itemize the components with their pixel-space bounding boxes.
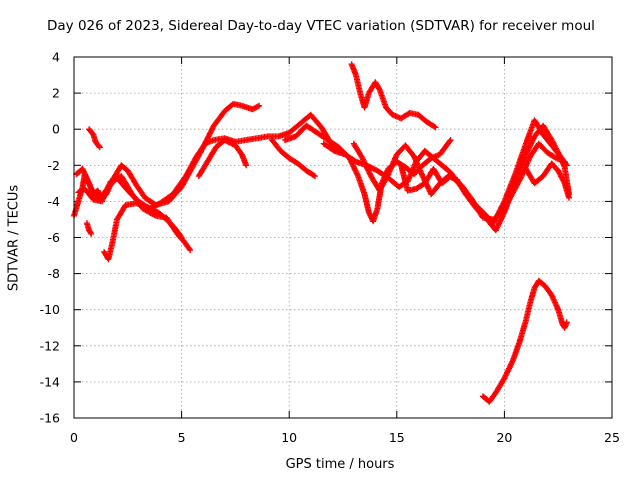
- y-tick-label: -6: [48, 230, 61, 245]
- data-point: [360, 157, 367, 164]
- y-tick-label: 0: [52, 122, 60, 137]
- series-track-11: [348, 61, 439, 131]
- data-point: [177, 233, 184, 240]
- data-points: [71, 61, 572, 405]
- data-point: [431, 123, 438, 130]
- data-point: [96, 143, 102, 150]
- plot-frame: [73, 56, 613, 419]
- series-track-5: [83, 220, 95, 237]
- y-tick-label: -12: [40, 338, 60, 353]
- x-tick-label: 5: [178, 430, 186, 445]
- data-point: [208, 128, 215, 134]
- grid-lines: [74, 57, 612, 418]
- y-tick-label: -2: [48, 158, 60, 173]
- y-tick-label: -4: [48, 194, 61, 209]
- data-point: [96, 144, 103, 151]
- x-axis-label: GPS time / hours: [285, 457, 395, 472]
- y-tick-label: 2: [52, 86, 60, 101]
- data-point: [186, 245, 193, 252]
- data-point: [446, 138, 453, 145]
- data-point: [432, 124, 439, 131]
- series-track-9: [281, 122, 454, 225]
- y-axis-label: SDTVAR / TECUs: [6, 184, 22, 292]
- data-point: [375, 85, 382, 92]
- data-point: [566, 194, 572, 201]
- data-point: [370, 165, 377, 172]
- series-track-14: [522, 160, 572, 201]
- data-point: [88, 230, 95, 237]
- x-tick-label: 10: [281, 430, 297, 445]
- x-tick-label: 0: [70, 430, 78, 445]
- data-point: [526, 143, 533, 150]
- data-point: [312, 173, 318, 180]
- chart-title: Day 026 of 2023, Sidereal Day-to-day VTE…: [47, 18, 595, 34]
- series-track-4: [101, 200, 185, 263]
- data-point: [563, 319, 570, 326]
- data-point: [87, 229, 94, 236]
- data-point: [310, 172, 317, 179]
- x-tick-label: 25: [604, 430, 620, 445]
- y-tick-label: -16: [40, 411, 60, 426]
- y-tick-label: 4: [52, 50, 60, 65]
- data-point: [243, 162, 250, 169]
- series-track-15: [479, 277, 570, 405]
- x-tick-label: 15: [389, 430, 405, 445]
- x-tick-label: 20: [496, 430, 512, 445]
- y-tick-label: -14: [40, 374, 60, 389]
- series-track-13: [398, 140, 568, 223]
- y-tick-label: -8: [48, 266, 61, 281]
- series-track-6: [86, 126, 103, 151]
- data-point: [254, 103, 261, 110]
- data-point: [187, 247, 194, 254]
- data-point: [561, 158, 568, 165]
- data-point: [504, 368, 511, 375]
- data-point: [205, 133, 212, 140]
- data-point: [256, 102, 263, 109]
- y-tick-label: -10: [40, 302, 60, 317]
- data-point: [178, 234, 185, 241]
- series-track-7: [195, 137, 250, 180]
- data-point: [447, 137, 454, 143]
- series-track-8: [269, 137, 318, 180]
